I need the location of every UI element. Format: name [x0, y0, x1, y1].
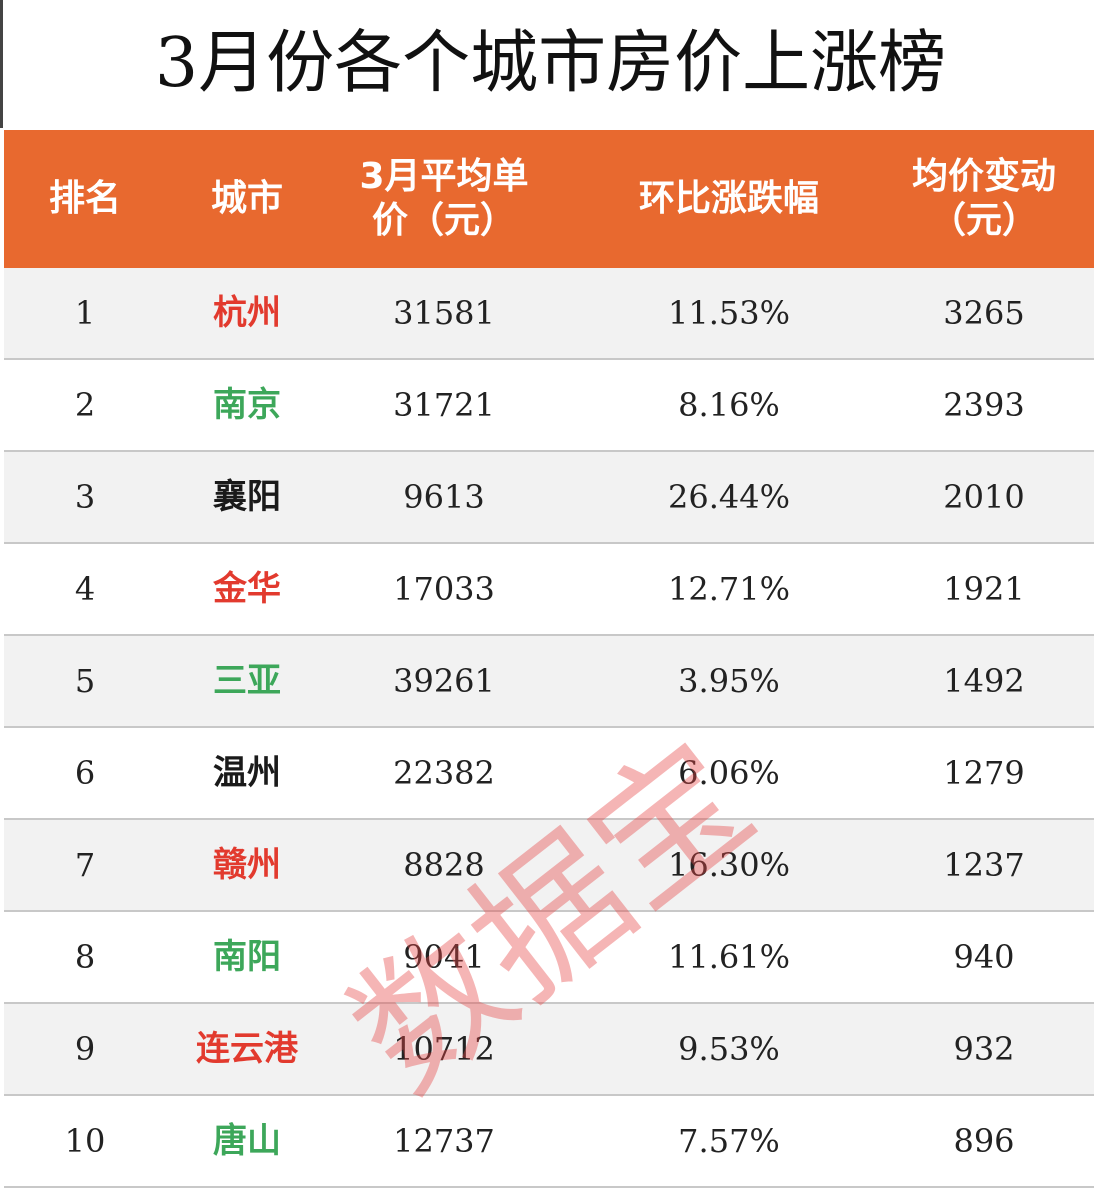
rank-cell: 4 [74, 570, 96, 608]
price-cell: 10712 [393, 1030, 495, 1068]
title: 3月份各个城市房价上涨榜 [0, 0, 1098, 128]
rank-cell: 2 [74, 386, 96, 424]
city-cell: 南阳 [213, 937, 281, 977]
delta-cell: 3265 [943, 294, 1025, 332]
change-cell: 12.71% [667, 570, 790, 608]
change-cell: 6.06% [678, 754, 780, 792]
header-line: 均价变动 [911, 156, 1056, 197]
price-cell: 9613 [403, 478, 485, 516]
header-line: 3月平均单 [359, 156, 529, 197]
change-cell: 9.53% [678, 1030, 780, 1068]
rank-cell: 3 [74, 478, 96, 516]
price-cell: 22382 [393, 754, 495, 792]
delta-cell: 1492 [943, 662, 1025, 700]
header-cell: 城市 [166, 130, 328, 268]
change-cell: 7.57% [678, 1122, 780, 1160]
delta-cell: 932 [953, 1030, 1015, 1068]
price-cell: 17033 [393, 570, 495, 608]
rank-cell: 5 [74, 662, 96, 700]
price-cell: 12737 [393, 1122, 495, 1160]
rank-cell: 7 [74, 846, 96, 884]
rank-cell: 10 [64, 1122, 106, 1160]
city-cell: 连云港 [196, 1029, 298, 1069]
table-row: 10 唐山 12737 7.57% 896 [4, 1096, 1094, 1188]
rank-cell: 6 [74, 754, 96, 792]
delta-cell: 1237 [943, 846, 1025, 884]
price-cell: 8828 [403, 846, 485, 884]
delta-cell: 1279 [943, 754, 1025, 792]
header-cell: 环比涨跌幅 [564, 130, 894, 268]
change-cell: 3.95% [678, 662, 780, 700]
city-cell: 杭州 [213, 293, 281, 333]
change-cell: 11.53% [667, 294, 790, 332]
table-row: 5 三亚 39261 3.95% 1492 [4, 636, 1094, 728]
change-cell: 16.30% [667, 846, 790, 884]
header-line: 排名 [48, 178, 121, 219]
delta-cell: 2393 [943, 386, 1025, 424]
rank-cell: 8 [74, 938, 96, 976]
table-header: 排名 城市 3月平均单 价（元） 环比涨跌幅 均价变动 （元） [4, 130, 1094, 268]
header-line: （元） [929, 200, 1038, 241]
delta-cell: 2010 [943, 478, 1025, 516]
table-row: 8 南阳 9041 11.61% 940 [4, 912, 1094, 1004]
price-cell: 31721 [393, 386, 495, 424]
price-cell: 39261 [393, 662, 495, 700]
header-line: 城市 [210, 178, 283, 219]
price-cell: 9041 [403, 938, 485, 976]
header-line: 价（元） [371, 200, 516, 241]
table-row: 3 襄阳 9613 26.44% 2010 [4, 452, 1094, 544]
city-cell: 唐山 [213, 1121, 281, 1161]
city-cell: 南京 [213, 385, 281, 425]
header-cell: 排名 [4, 130, 166, 268]
rank-cell: 9 [74, 1030, 96, 1068]
delta-cell: 1921 [943, 570, 1025, 608]
table-row: 6 温州 22382 6.06% 1279 [4, 728, 1094, 820]
header-cell: 均价变动 （元） [874, 130, 1094, 268]
city-cell: 襄阳 [213, 477, 281, 517]
price-cell: 31581 [393, 294, 495, 332]
rank-cell: 1 [74, 294, 96, 332]
table-row: 7 赣州 8828 16.30% 1237 [4, 820, 1094, 912]
header-line: 环比涨跌幅 [638, 178, 819, 219]
table-row: 1 杭州 31581 11.53% 3265 [4, 268, 1094, 360]
table-row: 2 南京 31721 8.16% 2393 [4, 360, 1094, 452]
delta-cell: 896 [953, 1122, 1015, 1160]
table-row: 9 连云港 10712 9.53% 932 [4, 1004, 1094, 1096]
city-cell: 金华 [213, 569, 281, 609]
city-cell: 温州 [213, 753, 281, 793]
change-cell: 11.61% [667, 938, 790, 976]
header-cell: 3月平均单 价（元） [324, 130, 564, 268]
delta-cell: 940 [953, 938, 1015, 976]
table-row: 4 金华 17033 12.71% 1921 [4, 544, 1094, 636]
change-cell: 8.16% [678, 386, 780, 424]
city-cell: 赣州 [213, 845, 281, 885]
city-cell: 三亚 [213, 661, 281, 701]
change-cell: 26.44% [667, 478, 790, 516]
